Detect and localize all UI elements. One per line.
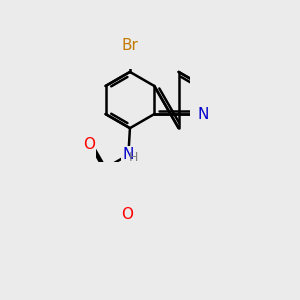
Text: Br: Br: [122, 38, 138, 52]
Text: O: O: [121, 207, 133, 222]
Text: O: O: [83, 137, 95, 152]
Text: H: H: [129, 151, 139, 164]
Text: N: N: [197, 106, 209, 122]
Text: N: N: [123, 147, 134, 162]
